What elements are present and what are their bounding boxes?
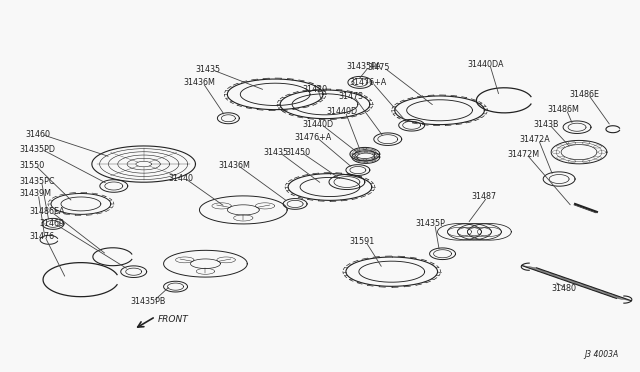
Text: 31436M: 31436M xyxy=(184,78,216,87)
Text: 31591: 31591 xyxy=(350,237,375,246)
Text: 3143B: 3143B xyxy=(533,120,559,129)
Text: 31435PC: 31435PC xyxy=(19,177,54,186)
Text: 31486EA: 31486EA xyxy=(29,208,65,217)
Text: 31487: 31487 xyxy=(472,192,497,202)
Text: FRONT: FRONT xyxy=(157,315,188,324)
Text: 31486M: 31486M xyxy=(547,105,579,114)
Text: 31420: 31420 xyxy=(302,85,327,94)
Text: 31476+A: 31476+A xyxy=(294,133,332,142)
Text: 31450: 31450 xyxy=(285,148,310,157)
Text: 31435P: 31435P xyxy=(415,219,445,228)
Text: 31476+A: 31476+A xyxy=(350,78,387,87)
Text: 31460: 31460 xyxy=(25,130,50,139)
Text: 31435: 31435 xyxy=(263,148,289,157)
Text: 31440D: 31440D xyxy=(326,107,357,116)
Text: 31439M: 31439M xyxy=(19,189,51,199)
Text: 31486E: 31486E xyxy=(569,90,599,99)
Text: 31436M: 31436M xyxy=(218,161,250,170)
Text: 31435PD: 31435PD xyxy=(19,145,55,154)
Text: 31469: 31469 xyxy=(39,219,64,228)
Text: 31435PB: 31435PB xyxy=(131,297,166,306)
Text: 31550: 31550 xyxy=(19,161,44,170)
Text: 31440: 31440 xyxy=(168,173,193,183)
Text: 31472M: 31472M xyxy=(508,150,540,158)
Text: 31435PA: 31435PA xyxy=(347,62,382,71)
Text: 31440DA: 31440DA xyxy=(467,60,504,69)
Text: 31435: 31435 xyxy=(195,65,221,74)
Text: 31472A: 31472A xyxy=(519,135,550,144)
Text: 31440D: 31440D xyxy=(302,120,333,129)
Text: J3 4003A: J3 4003A xyxy=(584,350,619,359)
Text: 31473: 31473 xyxy=(338,92,363,101)
Text: 3l475: 3l475 xyxy=(368,63,390,72)
Text: 31480: 31480 xyxy=(551,284,576,293)
Text: 31476: 31476 xyxy=(29,232,54,241)
